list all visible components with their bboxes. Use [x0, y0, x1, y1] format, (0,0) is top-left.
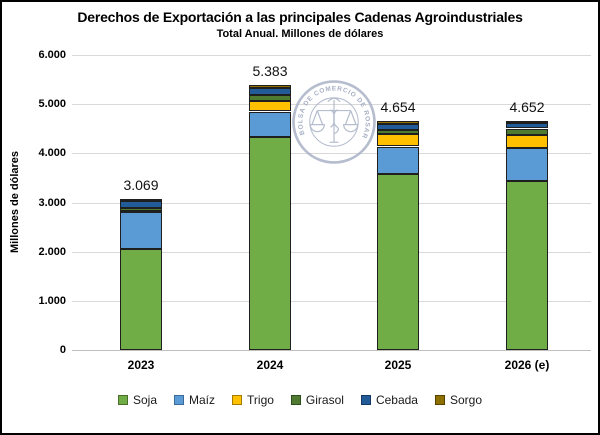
- legend: Soja Maíz Trigo Girasol Cebada Sorgo: [2, 393, 598, 407]
- legend-label: Maíz: [189, 393, 216, 407]
- legend-swatch-icon: [117, 395, 128, 405]
- legend-label: Girasol: [305, 393, 344, 407]
- legend-swatch-icon: [174, 395, 184, 405]
- legend-label: Sorgo: [449, 393, 483, 407]
- bar-segment-maíz-2026e: [506, 148, 548, 182]
- legend-label: Soja: [132, 393, 157, 407]
- bar-segment-soja-2026e: [506, 181, 548, 350]
- bar-segment-girasol-2026e: [506, 128, 548, 136]
- bar-segment-maíz-2025: [377, 146, 419, 174]
- bar-segment-maíz-2024: [249, 111, 291, 138]
- x-tick-label: 2023: [127, 358, 155, 372]
- bar-segment-trigo-2025: [377, 133, 419, 147]
- bar-total-label: 5.383: [252, 63, 288, 79]
- bar-segment-cebada-2025: [377, 123, 419, 130]
- gridline: [72, 153, 591, 154]
- legend-swatch-icon: [232, 395, 243, 405]
- gridline: [72, 104, 591, 105]
- y-tick-label: 5.000: [38, 98, 66, 110]
- caduceus-scales-icon: [309, 97, 359, 143]
- gridline: [72, 203, 591, 204]
- bar-total-label: 4.654: [380, 99, 416, 115]
- bar-segment-maíz-2023: [120, 212, 162, 250]
- bar-segment-cebada-2023: [120, 201, 162, 209]
- bar-total-label: 3.069: [123, 177, 159, 193]
- y-tick-label: 0: [59, 344, 66, 356]
- legend-item-maíz: Maíz: [174, 393, 215, 407]
- y-tick-label: 1.000: [38, 295, 66, 307]
- bar-segment-sorgo-2024: [249, 85, 291, 88]
- x-tick-label: 2024: [256, 358, 284, 372]
- gridline: [72, 301, 591, 302]
- y-tick-label: 6.000: [38, 49, 66, 61]
- gridline: [72, 252, 591, 253]
- x-tick-label: 2025: [384, 358, 412, 372]
- chart-subtitle: Total Anual. Millones de dólares: [216, 28, 384, 40]
- y-tick-label: 4.000: [38, 147, 66, 159]
- bar-segment-trigo-2024: [249, 101, 291, 112]
- bar-segment-girasol-2024: [249, 95, 291, 102]
- seal-outer-ring: [292, 80, 376, 164]
- chart-title: Derechos de Exportación a las principale…: [77, 9, 523, 25]
- bar-segment-sorgo-2026e: [506, 121, 548, 124]
- y-tick-label: 3.000: [38, 197, 66, 209]
- legend-swatch-icon: [434, 395, 445, 405]
- legend-swatch-icon: [360, 395, 371, 405]
- bar-segment-girasol-2023: [120, 208, 162, 211]
- legend-swatch-icon: [290, 395, 301, 405]
- legend-item-cebada: Cebada: [360, 393, 418, 407]
- bar-segment-sorgo-2025: [377, 121, 419, 124]
- bcr-watermark-seal: BOLSA DE COMERCIO DE ROSARIO: [290, 78, 376, 164]
- legend-item-girasol: Girasol: [290, 393, 344, 407]
- bar-segment-girasol-2025: [377, 129, 419, 134]
- legend-label: Cebada: [375, 393, 418, 407]
- x-axis-line: [72, 350, 591, 351]
- y-tick-label: 2.000: [38, 246, 66, 258]
- gridline: [72, 55, 591, 56]
- bar-segment-cebada-2024: [249, 87, 291, 96]
- bar-segment-trigo-2026e: [506, 135, 548, 149]
- bar-segment-cebada-2026e: [506, 123, 548, 129]
- bar-segment-sorgo-2023: [120, 199, 162, 202]
- legend-item-sorgo: Sorgo: [434, 393, 483, 407]
- legend-label: Trigo: [247, 393, 274, 407]
- bar-total-label: 4.652: [509, 99, 545, 115]
- bar-segment-soja-2023: [120, 249, 162, 350]
- bar-segment-soja-2024: [249, 137, 291, 350]
- x-tick-label: 2026 (e): [504, 358, 550, 372]
- bar-segment-trigo-2023: [120, 210, 162, 213]
- legend-item-soja: Soja: [117, 393, 157, 407]
- legend-item-trigo: Trigo: [232, 393, 274, 407]
- bar-segment-soja-2025: [377, 173, 419, 350]
